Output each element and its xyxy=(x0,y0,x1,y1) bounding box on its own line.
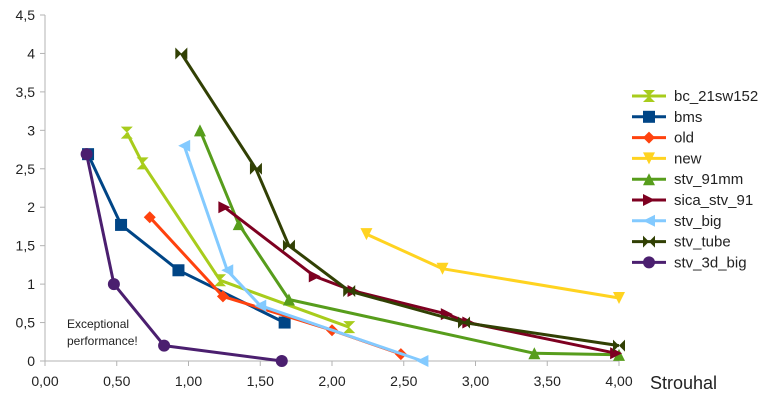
y-tick-label: 1 xyxy=(27,276,35,292)
legend-marker xyxy=(643,194,655,206)
data-point xyxy=(172,264,185,277)
data-point xyxy=(136,157,149,170)
series-line xyxy=(180,52,620,348)
legend-label: stv_3d_big xyxy=(674,254,747,271)
x-tick-label: 2,50 xyxy=(390,373,417,389)
legend-item-bc_21sw152: bc_21sw152 xyxy=(632,88,758,105)
series-stv_3d_big xyxy=(80,148,288,367)
legend-item-old: old xyxy=(632,130,694,147)
data-point xyxy=(613,339,625,352)
legend-item-stv_91mm: stv_91mm xyxy=(632,171,743,188)
data-point xyxy=(278,316,291,329)
data-point xyxy=(613,291,625,304)
data-point xyxy=(158,339,171,352)
data-point xyxy=(232,218,245,231)
plot-series xyxy=(80,47,625,367)
data-point xyxy=(282,239,295,252)
data-point xyxy=(308,270,321,283)
legend-marker xyxy=(643,131,655,144)
x-axis-title: Strouhal xyxy=(650,373,717,393)
y-tick-label: 2 xyxy=(27,199,35,215)
legend-item-stv_3d_big: stv_3d_big xyxy=(632,254,747,271)
legend-label: stv_big xyxy=(674,213,722,230)
y-tick-label: 1,5 xyxy=(16,238,36,254)
data-point xyxy=(178,139,191,152)
x-tick-label: 3,50 xyxy=(534,373,561,389)
data-point xyxy=(249,162,262,175)
legend-marker xyxy=(643,214,655,227)
data-point xyxy=(343,321,356,334)
y-tick-label: 0,5 xyxy=(16,315,36,331)
x-tick-label: 1,50 xyxy=(247,373,274,389)
y-tick-label: 4 xyxy=(27,45,35,61)
x-tick-label: 4,00 xyxy=(605,373,632,389)
y-tick-label: 3 xyxy=(27,122,35,138)
series-line xyxy=(365,232,620,300)
data-point xyxy=(282,293,295,306)
series-stv_tube xyxy=(175,47,625,352)
legend-label: bms xyxy=(674,109,702,126)
data-point xyxy=(254,299,267,312)
x-tick-label: 2,00 xyxy=(318,373,345,389)
legend-item-stv_big: stv_big xyxy=(632,213,722,230)
x-tick-label: 0,50 xyxy=(103,373,130,389)
y-tick-label: 3,5 xyxy=(16,84,36,100)
series-line xyxy=(148,216,402,356)
legend-label: old xyxy=(674,130,694,147)
legend-label: sica_stv_91 xyxy=(674,192,753,209)
data-point xyxy=(115,218,128,231)
legend-label: stv_91mm xyxy=(674,171,743,188)
legend-item-bms: bms xyxy=(632,109,702,126)
data-point xyxy=(218,201,231,214)
legend-marker xyxy=(643,110,655,123)
annotation-line-1: Exceptional xyxy=(67,317,129,331)
data-point xyxy=(416,355,429,367)
series-new xyxy=(360,228,625,304)
data-point xyxy=(221,264,234,277)
legend-marker xyxy=(643,256,655,269)
data-point xyxy=(275,355,288,367)
series-line xyxy=(85,153,282,363)
legend-marker xyxy=(643,173,655,186)
data-point xyxy=(436,262,449,275)
y-tick-label: 4,5 xyxy=(16,7,36,23)
series-line xyxy=(86,153,286,324)
legend-label: bc_21sw152 xyxy=(674,88,758,105)
series-stv_91mm xyxy=(193,124,625,361)
data-point xyxy=(175,47,188,60)
legend-marker xyxy=(643,235,655,248)
legend-label: new xyxy=(674,150,702,167)
legend-item-stv_tube: stv_tube xyxy=(632,234,731,251)
x-tick-label: 3,00 xyxy=(462,373,489,389)
data-point xyxy=(216,290,229,303)
data-point xyxy=(107,278,120,291)
legend-marker xyxy=(643,90,655,102)
x-tick-label: 0,00 xyxy=(31,373,58,389)
data-point xyxy=(80,148,93,161)
x-tick-label: 1,00 xyxy=(175,373,202,389)
legend-marker xyxy=(643,152,655,165)
data-point xyxy=(360,228,373,241)
data-point xyxy=(120,126,133,139)
legend-item-sica_stv_91: sica_stv_91 xyxy=(632,192,753,209)
series-stv_big xyxy=(178,139,429,367)
axis-ticks: 0,00 0,50 1,00 1,50 2,00 2,50 3,00 3,50 4,00 0 0,5… xyxy=(16,7,633,389)
data-point xyxy=(214,274,227,287)
data-point xyxy=(528,347,541,360)
legend-item-new: new xyxy=(632,150,702,167)
data-point xyxy=(193,124,206,137)
annotation-line-2: performance! xyxy=(67,334,138,348)
series-line xyxy=(198,129,620,357)
data-point xyxy=(458,316,471,329)
series-line xyxy=(182,145,423,363)
data-point xyxy=(143,211,156,224)
legend-label: stv_tube xyxy=(674,234,731,251)
y-tick-label: 2,5 xyxy=(16,161,36,177)
y-tick-label: 0 xyxy=(27,353,35,369)
data-point xyxy=(343,285,356,298)
